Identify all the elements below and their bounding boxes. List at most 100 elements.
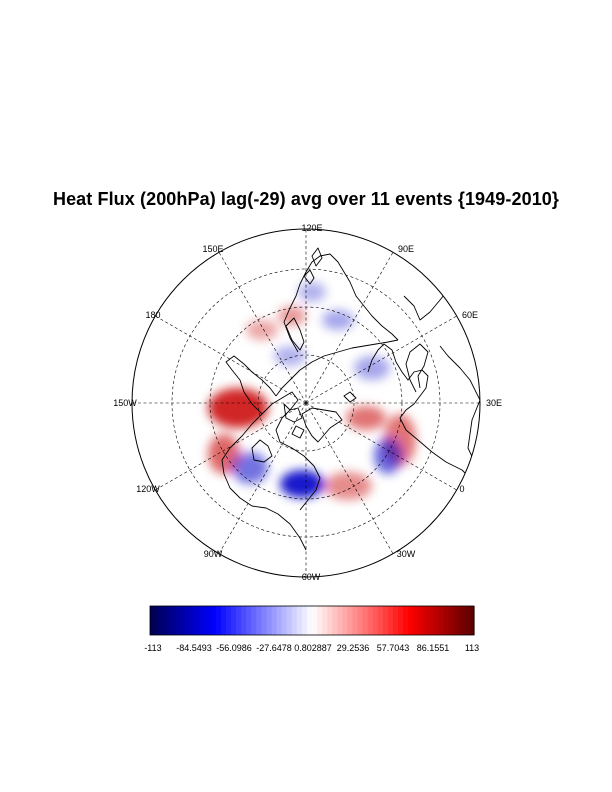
colorbar-cell <box>210 606 217 635</box>
colorbar-label: -27.6478 <box>256 643 292 653</box>
colorbar-label: 57.7043 <box>377 643 410 653</box>
colorbar-labels: -113 -84.5493 -56.0986 -27.6478 0.802887… <box>144 643 479 653</box>
colorbar-cell <box>160 606 166 635</box>
coastline-japan <box>303 247 323 285</box>
anomaly-positive <box>208 434 240 474</box>
coastline-africa-arabia <box>439 345 480 479</box>
colorbar-cell <box>382 606 389 635</box>
coastlines <box>221 247 480 551</box>
longitude-labels: 120E 90E 60E 30E 0 30W 60W 90W 120W 150W… <box>113 223 502 582</box>
meridian-line <box>305 402 457 491</box>
lon-label-120e: 120E <box>301 223 322 233</box>
coastline-greenland <box>301 407 343 443</box>
colorbar-label: -113 <box>144 643 161 653</box>
colorbar-cell <box>403 606 409 635</box>
colorbar-cell <box>372 606 379 635</box>
colorbar-cell <box>195 606 202 635</box>
colorbar-cell <box>271 606 278 635</box>
colorbar-cell <box>190 606 197 635</box>
colorbar-cell <box>433 606 440 635</box>
colorbar-cell <box>180 606 187 635</box>
colorbar-cell <box>241 606 247 635</box>
anomaly-negative <box>374 438 402 474</box>
colorbar-cell <box>251 606 257 635</box>
colorbar-label: 0.802887 <box>294 643 332 653</box>
meridian-line <box>218 252 307 404</box>
colorbar-cell <box>342 606 349 635</box>
coastline-hudson-bay <box>251 439 273 463</box>
lon-label-150e: 150E <box>202 244 223 254</box>
colorbar-label: 29.2536 <box>337 643 370 653</box>
colorbar-cell <box>205 606 212 635</box>
colorbar-cell <box>438 606 445 635</box>
colorbar-cell <box>317 606 323 635</box>
colorbar-cell <box>377 606 384 635</box>
colorbar-cells <box>150 606 475 635</box>
colorbar-cell <box>398 606 404 635</box>
meridian-line <box>305 315 457 404</box>
colorbar-cell <box>246 606 252 635</box>
meridian-line <box>218 402 307 554</box>
heat-flux-shading <box>208 282 416 500</box>
colorbar-cell <box>413 606 419 635</box>
colorbar-cell <box>296 606 303 635</box>
coastline-scandinavia <box>405 343 429 393</box>
coastline-kamchatka <box>285 317 305 351</box>
colorbar-cell <box>443 606 450 635</box>
colorbar-cell <box>291 606 298 635</box>
lon-label-0: 0 <box>459 484 464 494</box>
colorbar-cell <box>306 606 313 635</box>
colorbar-cell <box>170 606 176 635</box>
anomaly-negative <box>232 452 268 484</box>
colorbar-cell <box>337 606 343 635</box>
coastline-svalbard <box>343 391 357 403</box>
colorbar-cell <box>332 606 338 635</box>
anomaly-positive <box>278 306 306 326</box>
coastline-north-america <box>221 391 321 551</box>
anomaly-negative <box>280 470 324 498</box>
colorbar-cell <box>200 606 207 635</box>
anomaly-positive <box>246 320 278 340</box>
colorbar-cell <box>225 606 232 635</box>
anomaly-negative <box>298 282 326 302</box>
colorbar-cell <box>418 606 424 635</box>
lon-label-30w: 30W <box>397 549 416 559</box>
colorbar-cell <box>236 606 242 635</box>
anomaly-negative <box>322 310 354 330</box>
colorbar-cell <box>352 606 359 635</box>
colorbar: -113 -84.5493 -56.0986 -27.6478 0.802887… <box>144 605 479 653</box>
coastline-india <box>403 289 449 321</box>
colorbar-cell <box>357 606 364 635</box>
colorbar-cell <box>261 606 268 635</box>
lon-label-30e: 30E <box>486 398 502 408</box>
graticule <box>132 229 480 577</box>
lon-label-60w: 60W <box>302 572 321 582</box>
colorbar-cell <box>362 606 369 635</box>
colorbar-cell <box>220 606 227 635</box>
colorbar-label: -84.5493 <box>176 643 212 653</box>
colorbar-cell <box>423 606 430 635</box>
colorbar-cell <box>276 606 283 635</box>
colorbar-label: 113 <box>465 643 479 653</box>
colorbar-cell <box>367 606 374 635</box>
colorbar-cell <box>281 606 288 635</box>
colorbar-cell <box>393 606 399 635</box>
anomaly-positive <box>346 406 386 430</box>
colorbar-cell <box>185 606 192 635</box>
colorbar-cell <box>256 606 262 635</box>
colorbar-cell <box>408 606 414 635</box>
colorbar-cell <box>266 606 273 635</box>
colorbar-label: 86.1551 <box>417 643 450 653</box>
coastline-east-asia <box>283 253 399 353</box>
colorbar-cell <box>468 606 475 635</box>
lon-label-150w: 150W <box>113 398 137 408</box>
colorbar-cell <box>175 606 181 635</box>
coastline-europe <box>367 343 480 491</box>
colorbar-cell <box>165 606 171 635</box>
colorbar-cell <box>301 606 308 635</box>
colorbar-cell <box>347 606 354 635</box>
colorbar-cell <box>453 606 460 635</box>
colorbar-cell <box>322 606 328 635</box>
latitude-circle <box>257 354 355 452</box>
colorbar-label: -56.0986 <box>216 643 252 653</box>
